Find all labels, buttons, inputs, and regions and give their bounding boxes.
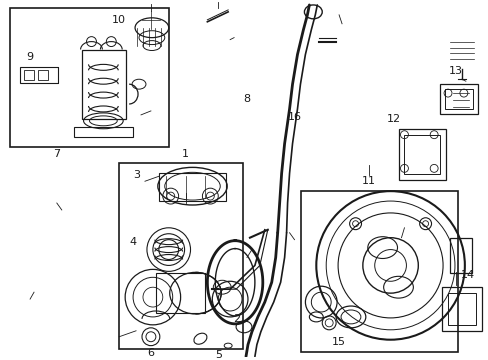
- Text: 5: 5: [214, 350, 221, 360]
- Bar: [447, 293, 475, 325]
- Text: 15: 15: [331, 337, 346, 347]
- Text: 11: 11: [361, 176, 375, 186]
- Text: 4: 4: [129, 237, 136, 247]
- Text: 2: 2: [233, 314, 240, 324]
- Bar: [439, 84, 477, 114]
- Bar: [24, 70, 34, 80]
- Text: 6: 6: [147, 347, 154, 357]
- Bar: [10, 8, 168, 147]
- Bar: [38, 70, 48, 80]
- Text: 8: 8: [243, 94, 250, 104]
- Bar: [444, 89, 472, 109]
- Text: 12: 12: [386, 114, 400, 124]
- Text: 14: 14: [460, 270, 474, 280]
- Text: 10: 10: [112, 15, 126, 25]
- Bar: [159, 173, 226, 201]
- Bar: [398, 129, 445, 180]
- Text: 13: 13: [448, 66, 462, 76]
- Text: 1: 1: [182, 149, 189, 158]
- Bar: [441, 287, 481, 331]
- Text: 3: 3: [133, 170, 140, 180]
- Text: 7: 7: [53, 149, 60, 158]
- Bar: [74, 127, 133, 137]
- Bar: [449, 238, 471, 273]
- Bar: [156, 273, 205, 313]
- Text: 9: 9: [26, 53, 34, 62]
- Bar: [404, 135, 439, 174]
- Bar: [119, 163, 243, 348]
- Bar: [20, 67, 58, 83]
- Bar: [301, 191, 457, 352]
- Bar: [81, 50, 126, 119]
- Text: 16: 16: [287, 112, 301, 122]
